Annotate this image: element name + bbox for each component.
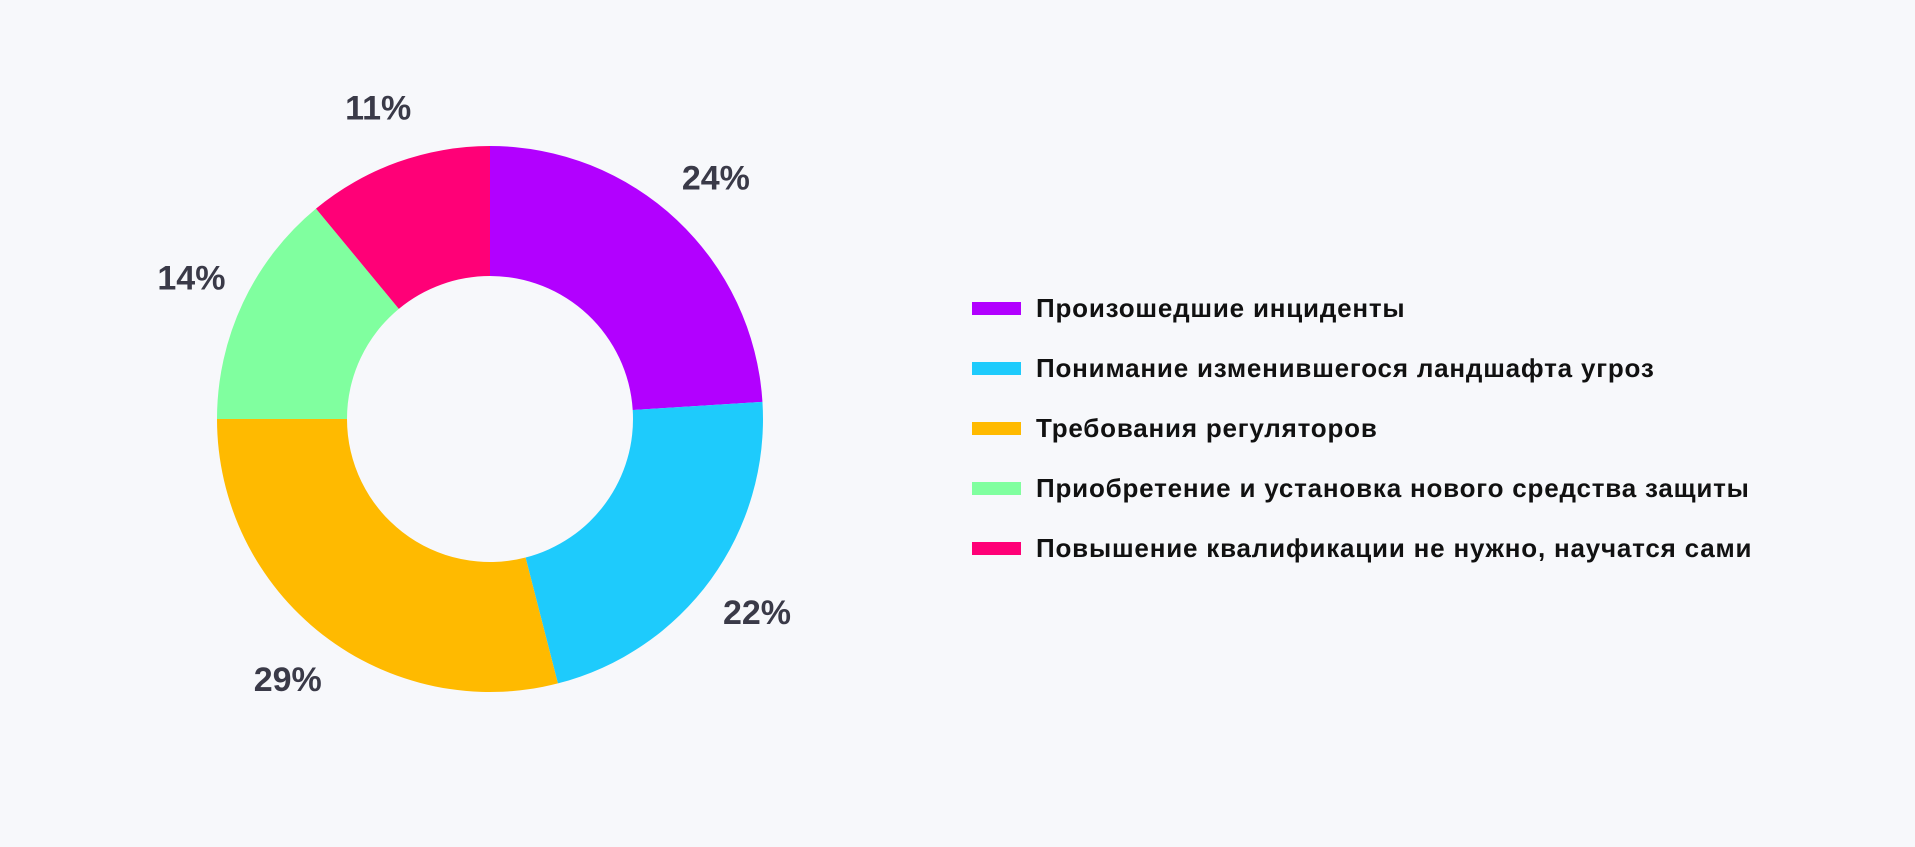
- legend-swatch: [972, 481, 1021, 495]
- legend-item: Требования регуляторов: [972, 398, 1752, 458]
- legend-swatch: [972, 361, 1021, 375]
- legend-label: Требования регуляторов: [1036, 412, 1378, 443]
- donut-slice: [217, 419, 558, 692]
- legend-item: Произошедшие инциденты: [972, 278, 1752, 338]
- donut-slice: [490, 146, 763, 411]
- slice-label: 11%: [345, 90, 411, 128]
- slice-label: 29%: [254, 661, 322, 699]
- legend: Произошедшие инциденты Понимание изменив…: [972, 278, 1752, 578]
- slice-label: 14%: [157, 259, 225, 297]
- legend-label: Повышение квалификации не нужно, научатс…: [1036, 532, 1753, 563]
- legend-swatch: [972, 301, 1021, 315]
- legend-item: Понимание изменившегося ландшафта угроз: [972, 338, 1752, 398]
- legend-label: Приобретение и установка нового средства…: [1036, 472, 1750, 503]
- slice-label: 22%: [723, 594, 791, 632]
- legend-label: Понимание изменившегося ландшафта угроз: [1036, 352, 1655, 383]
- legend-item: Повышение квалификации не нужно, научатс…: [972, 518, 1752, 578]
- legend-label: Произошедшие инциденты: [1036, 292, 1406, 323]
- legend-swatch: [972, 541, 1021, 555]
- donut-slice: [217, 208, 399, 419]
- legend-item: Приобретение и установка нового средства…: [972, 458, 1752, 518]
- slice-label: 24%: [682, 159, 750, 197]
- donut-slice: [525, 401, 763, 684]
- donut-slice: [315, 146, 490, 309]
- legend-swatch: [972, 421, 1021, 435]
